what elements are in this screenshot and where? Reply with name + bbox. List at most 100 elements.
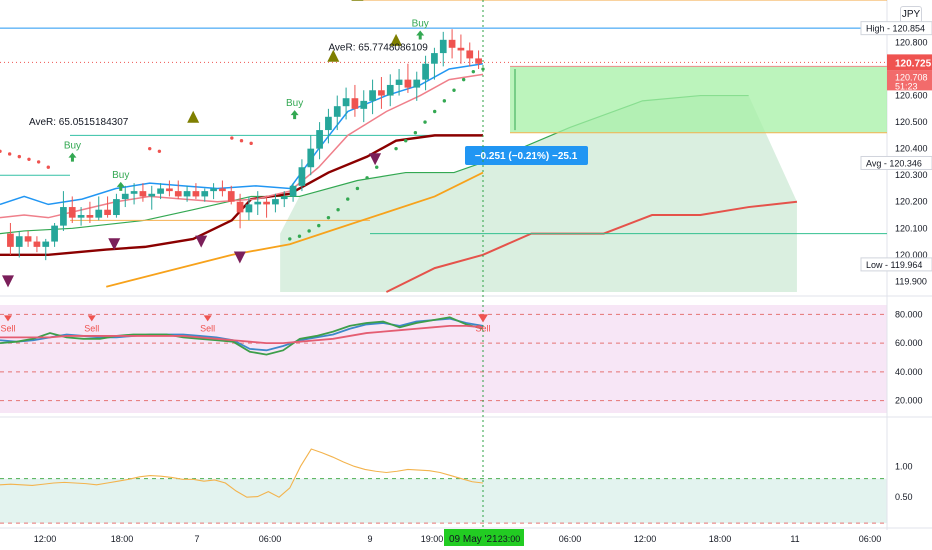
candle[interactable] [475, 50, 482, 70]
candle-body [360, 100, 368, 109]
buy-arrow-icon [68, 152, 77, 162]
candle-body [254, 201, 262, 205]
candle-body [342, 98, 350, 107]
candle-body [263, 201, 270, 205]
candle[interactable] [77, 207, 85, 226]
candle[interactable] [68, 196, 76, 223]
candle[interactable] [307, 135, 315, 176]
candle[interactable] [351, 84, 359, 117]
buy-signal-label: Buy [286, 98, 303, 109]
candle[interactable] [24, 230, 32, 247]
candle[interactable] [130, 183, 138, 205]
candle[interactable] [174, 180, 182, 200]
rsi-panel-background [0, 305, 887, 413]
candle[interactable] [113, 193, 120, 218]
psar-dot-green [317, 223, 321, 228]
candle[interactable] [210, 183, 217, 200]
candle-body [121, 193, 129, 200]
candle[interactable] [395, 69, 403, 96]
psar-dot-red [7, 152, 12, 156]
candle[interactable] [183, 185, 191, 202]
candle-body [86, 215, 94, 218]
candle[interactable] [272, 193, 279, 213]
candle[interactable] [104, 196, 111, 218]
candle[interactable] [422, 55, 429, 91]
candle[interactable] [166, 180, 173, 197]
candle[interactable] [42, 238, 50, 261]
candle-body [316, 130, 323, 149]
price-tick-label: 120.500 [895, 117, 928, 127]
candle[interactable] [236, 193, 244, 229]
psar-dot-green [336, 208, 340, 212]
candle-body [183, 191, 191, 197]
candle[interactable] [325, 108, 332, 144]
candle[interactable] [342, 87, 350, 120]
candle-body [386, 84, 394, 96]
candle[interactable] [219, 180, 226, 197]
psar-dot-green [413, 131, 418, 135]
candle[interactable] [431, 47, 438, 80]
candle[interactable] [360, 90, 368, 123]
candle-body [15, 236, 23, 247]
sell-signal-label: Sell [84, 323, 99, 333]
candle[interactable] [139, 183, 147, 202]
candle-body [157, 188, 164, 194]
candle[interactable] [316, 122, 323, 160]
candle[interactable] [386, 74, 394, 107]
sell-arrow-icon [87, 315, 96, 322]
signal-triangle-down-icon [369, 153, 382, 166]
candle[interactable] [369, 79, 376, 115]
candle-body [148, 193, 156, 197]
candle[interactable] [378, 76, 385, 109]
ma-orange-line [106, 171, 484, 288]
candle[interactable] [413, 71, 421, 101]
rsi-tick-label: 80.000 [895, 309, 923, 319]
candle-body [245, 204, 253, 213]
measure-badge[interactable] [465, 146, 588, 165]
psar-dot-green [394, 146, 398, 151]
profit-box[interactable] [510, 66, 887, 133]
candle[interactable] [439, 31, 447, 67]
candle[interactable] [289, 183, 297, 202]
candle[interactable] [466, 42, 474, 67]
candle[interactable] [245, 196, 253, 221]
candle[interactable] [60, 191, 67, 231]
candle[interactable] [148, 185, 156, 210]
price-tick-label: 120.800 [895, 37, 928, 47]
candle[interactable] [457, 34, 465, 64]
candle[interactable] [192, 183, 200, 200]
candle-body [333, 106, 341, 117]
candle[interactable] [95, 196, 103, 221]
candle[interactable] [7, 222, 14, 255]
psar-dot-red [46, 165, 50, 169]
candle-body [280, 196, 288, 200]
candle[interactable] [227, 185, 235, 205]
candle-body [457, 47, 465, 51]
osc-tick-label: 0.50 [895, 492, 913, 502]
candle[interactable] [404, 63, 412, 93]
candle[interactable] [263, 196, 270, 218]
price-tick-label: 120.200 [895, 197, 928, 207]
candle[interactable] [280, 191, 288, 208]
candle[interactable] [254, 191, 262, 216]
psar-dot-green [346, 197, 350, 201]
psar-dot-green [297, 234, 302, 238]
candle[interactable] [86, 201, 94, 223]
psar-dot-red [249, 141, 253, 146]
signal-triangle-up-icon [187, 110, 200, 123]
candle[interactable] [121, 185, 129, 208]
candle[interactable] [15, 230, 23, 258]
current-price-text: 120.725 [895, 58, 932, 69]
oscillator-line [0, 448, 484, 498]
candle[interactable] [51, 222, 58, 247]
candle[interactable] [298, 159, 306, 192]
psar-dot-green [461, 77, 466, 82]
candle[interactable] [33, 236, 41, 253]
candle-body [219, 188, 226, 192]
candle[interactable] [333, 95, 341, 131]
candle[interactable] [201, 188, 209, 202]
candle[interactable] [448, 29, 456, 59]
candle[interactable] [157, 183, 164, 200]
candle-body [466, 50, 474, 59]
